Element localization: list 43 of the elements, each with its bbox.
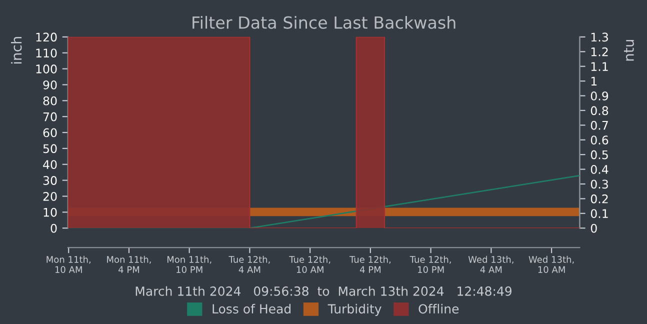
x-tick-label: Tue 12th, 4 PM [349,256,391,273]
y-tick-label: 80 [43,96,57,106]
y-tick-label: 50 [43,144,57,154]
y-tick-label: 60 [43,128,57,138]
x-tick-label: Mon 11th, 10 PM [167,256,212,273]
x-tick-label: Tue 12th, 10 PM [410,256,451,273]
x-tick-label: Wed 13th, 10 AM [528,256,574,273]
y-axis-title: inch [10,36,22,64]
y2-tick-label: 0.7 [590,120,608,130]
y2-tick-label: 1.3 [591,32,608,42]
y2-tick-label: 0 [590,224,597,233]
x-tick-label: Mon 11th, 10 AM [46,256,90,273]
y-tick-label: 40 [43,160,57,170]
x-tick-label: Mon 11th, 4 PM [107,256,151,273]
y-tick-label: 30 [43,176,57,185]
y2-tick-label: 0.8 [590,106,608,116]
y-tick-label: 0 [50,224,57,233]
y2-tick-label: 0.2 [590,194,608,204]
y-tick-label: 100 [36,64,57,74]
y-tick-label: 70 [43,112,57,122]
y2-tick-label: 1.2 [591,47,608,56]
y2-tick-label: 0.6 [590,136,608,145]
y2-tick-label: 1.1 [591,62,608,71]
legend-label: Offline [418,304,459,314]
y2-tick-label: 0.3 [590,180,608,189]
text: March 11th 2024 09:56:38 to March 13th 2024 12:48:49 [136,286,512,296]
y-tick-label: 120 [36,32,57,42]
chart-title: Filter Data Since Last Backwash [192,16,456,29]
y-tick-label: 20 [43,192,57,201]
y-tick-label: 90 [43,80,57,90]
legend-label: Loss of Head [212,304,290,314]
y2-tick-label: 0.4 [590,165,608,174]
x-tick-label: Tue 12th, 10 AM [289,256,330,273]
x-tick-label: Wed 13th, 4 AM [468,256,514,273]
y2-tick-label: 0.1 [590,209,608,218]
x-tick-label: Tue 12th, 4 AM [228,256,270,273]
y2-tick-label: 0.5 [590,150,608,160]
y2-tick-label: 0.9 [590,91,608,100]
y2-tick-label: 1 [591,76,597,86]
legend-label: Turbidity [328,304,382,316]
y2-axis-title: ntu [624,40,634,61]
y-tick-label: 10 [44,208,57,217]
y-tick-label: 110 [36,48,57,58]
